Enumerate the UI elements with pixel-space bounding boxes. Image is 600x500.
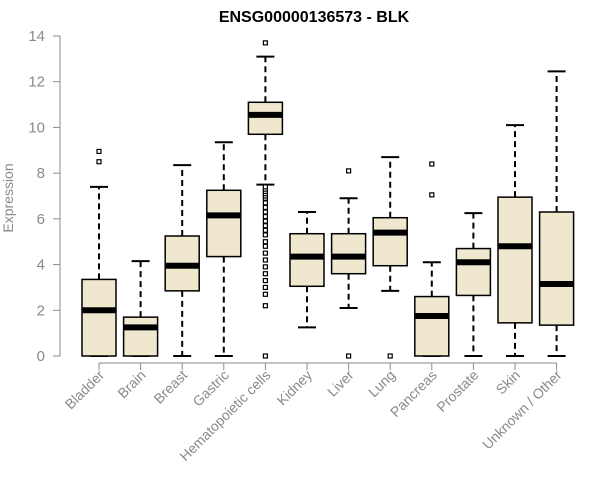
x-tick-label: Breast [150, 367, 190, 407]
box-unknown-other [538, 70, 575, 357]
iqr-box [247, 101, 284, 136]
boxes-group [81, 40, 575, 359]
y-tick-label: 4 [37, 257, 45, 274]
iqr-box [538, 211, 575, 326]
y-tick-label: 6 [37, 211, 45, 228]
outlier-point [96, 148, 102, 155]
outlier-point [262, 218, 268, 224]
x-tick-label: Bladder [62, 367, 108, 413]
outlier-point [262, 40, 268, 46]
x-tick-label: Skin [493, 367, 524, 398]
chart-title: ENSG00000136573 - BLK [219, 9, 410, 26]
outlier-point [96, 159, 102, 165]
outlier-point [262, 271, 268, 277]
x-tick-label: Brain [114, 367, 148, 401]
box-pancreas [414, 161, 450, 357]
box-brain [122, 260, 159, 357]
outlier-point [262, 303, 268, 309]
box-liver [330, 168, 367, 359]
y-tick-label: 12 [28, 74, 45, 91]
iqr-box [414, 295, 450, 357]
outlier-point [387, 353, 393, 359]
outlier-point [262, 209, 268, 215]
box-prostate [455, 212, 492, 357]
box-lung [372, 156, 408, 359]
y-tick-label: 14 [28, 28, 45, 45]
x-tick-label: Kidney [274, 367, 316, 409]
y-tick-label: 2 [37, 302, 45, 319]
outlier-point [262, 184, 268, 190]
outlier-point [262, 257, 268, 263]
box-skin [497, 124, 533, 357]
outlier-point [262, 227, 268, 233]
outlier-point [262, 213, 268, 220]
iqr-box [497, 196, 533, 324]
y-axis: 0 2 4 6 8 10 12 14 [28, 28, 61, 365]
outlier-point [262, 223, 268, 229]
outlier-point [262, 264, 268, 270]
y-axis-label: Expression [0, 163, 16, 232]
x-tick-label: Lung [365, 367, 398, 400]
iqr-box [122, 316, 159, 357]
iqr-box [372, 216, 408, 267]
x-tick-label: Unknown / Other [479, 367, 565, 453]
outlier-point [429, 161, 435, 167]
outlier-point [262, 232, 268, 238]
iqr-box [206, 189, 242, 258]
iqr-box [455, 247, 492, 297]
iqr-box [81, 278, 117, 357]
outlier-point [262, 284, 268, 291]
box-kidney [289, 211, 325, 329]
x-tick-label: Prostate [433, 367, 481, 415]
y-tick-label: 0 [37, 348, 45, 365]
outlier-point [262, 204, 268, 211]
x-tick-label: Liver [324, 367, 357, 400]
iqr-box [289, 232, 325, 288]
outlier-point [262, 277, 268, 284]
outlier-point [262, 353, 268, 359]
outlier-point [262, 243, 268, 249]
y-tick-label: 8 [37, 165, 45, 182]
box-hematopoietic-cells [247, 40, 284, 359]
outlier-point [429, 192, 435, 198]
box-gastric [206, 141, 242, 357]
outlier-point [262, 250, 268, 256]
outlier-point [262, 200, 268, 206]
y-tick-label: 10 [28, 119, 45, 136]
box-breast [164, 164, 200, 357]
outlier-point [262, 239, 268, 245]
outlier-point [346, 353, 352, 359]
box-bladder [81, 148, 117, 357]
outlier-point [346, 168, 352, 174]
outlier-point [262, 291, 268, 297]
